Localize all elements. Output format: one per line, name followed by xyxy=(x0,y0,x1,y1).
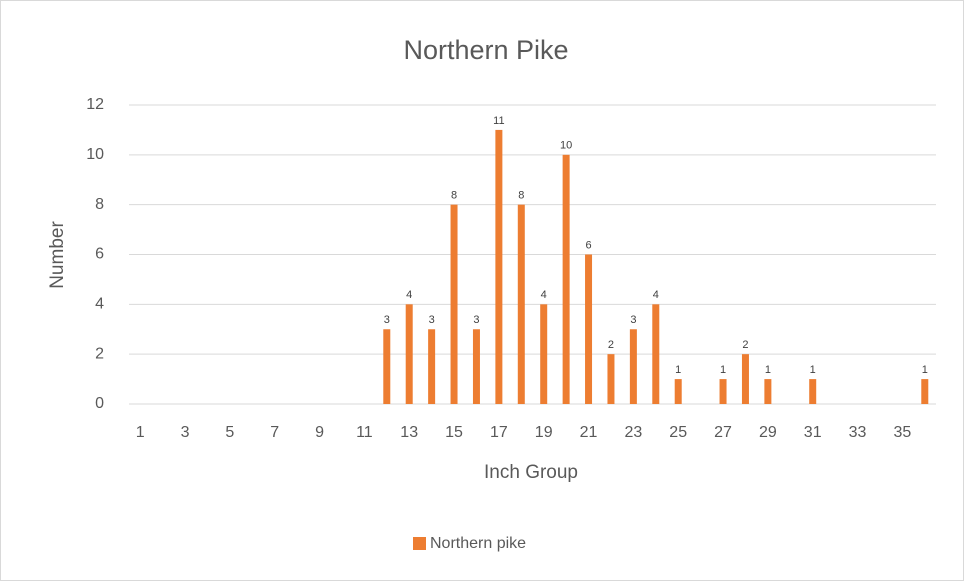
bar xyxy=(585,254,593,404)
bar xyxy=(719,379,727,404)
x-tick-label: 9 xyxy=(315,424,324,441)
data-label: 8 xyxy=(518,190,524,202)
bar xyxy=(607,354,615,404)
y-tick-label: 4 xyxy=(95,296,104,313)
bar xyxy=(405,304,413,404)
x-tick-label: 33 xyxy=(849,424,867,441)
bar xyxy=(428,329,436,404)
x-tick-label: 35 xyxy=(893,424,911,441)
bar xyxy=(495,129,503,404)
data-label: 1 xyxy=(922,364,928,376)
bar xyxy=(652,304,660,404)
x-tick-label: 31 xyxy=(804,424,822,441)
x-tick-label: 25 xyxy=(669,424,687,441)
x-tick-label: 3 xyxy=(181,424,190,441)
bar xyxy=(764,379,772,404)
bar xyxy=(921,379,929,404)
y-axis-label: Number xyxy=(47,221,68,289)
y-tick-label: 2 xyxy=(95,345,104,362)
x-tick-label: 27 xyxy=(714,424,732,441)
data-label: 3 xyxy=(473,314,479,326)
y-tick-label: 10 xyxy=(86,146,104,163)
data-label: 1 xyxy=(765,364,771,376)
x-tick-label: 13 xyxy=(400,424,418,441)
x-tick-label: 19 xyxy=(535,424,553,441)
data-label: 3 xyxy=(429,314,435,326)
data-label: 1 xyxy=(720,364,726,376)
legend-label: Northern pike xyxy=(430,535,526,552)
x-tick-label: 15 xyxy=(445,424,463,441)
y-tick-label: 8 xyxy=(95,196,104,213)
data-label: 4 xyxy=(653,289,659,301)
chart-title: Northern Pike xyxy=(403,35,568,65)
y-tick-label: 0 xyxy=(95,395,104,412)
bar xyxy=(809,379,817,404)
data-label: 4 xyxy=(406,289,412,301)
data-label: 3 xyxy=(630,314,636,326)
data-label: 11 xyxy=(493,115,504,127)
y-tick-label: 12 xyxy=(86,96,104,113)
bar xyxy=(450,204,458,404)
data-label: 1 xyxy=(675,364,681,376)
bar xyxy=(741,354,749,404)
legend-swatch xyxy=(413,537,426,550)
data-label: 2 xyxy=(742,339,748,351)
x-tick-label: 29 xyxy=(759,424,777,441)
x-tick-label: 17 xyxy=(490,424,508,441)
data-label: 4 xyxy=(541,289,547,301)
data-label: 6 xyxy=(585,239,591,251)
data-label: 1 xyxy=(810,364,816,376)
data-label: 10 xyxy=(560,140,572,152)
x-tick-label: 5 xyxy=(225,424,234,441)
x-tick-label: 7 xyxy=(270,424,279,441)
x-tick-label: 21 xyxy=(580,424,598,441)
y-tick-label: 6 xyxy=(95,246,104,263)
x-tick-label: 23 xyxy=(624,424,642,441)
bar xyxy=(540,304,548,404)
x-tick-label: 11 xyxy=(356,424,373,441)
bar xyxy=(517,204,525,404)
bar xyxy=(674,379,682,404)
bar xyxy=(562,154,570,404)
x-tick-label: 1 xyxy=(136,424,145,441)
bar xyxy=(629,329,637,404)
data-label: 2 xyxy=(608,339,614,351)
data-label: 8 xyxy=(451,190,457,202)
data-label: 3 xyxy=(384,314,390,326)
bar xyxy=(472,329,480,404)
bar xyxy=(383,329,391,404)
x-axis-label: Inch Group xyxy=(484,462,578,483)
